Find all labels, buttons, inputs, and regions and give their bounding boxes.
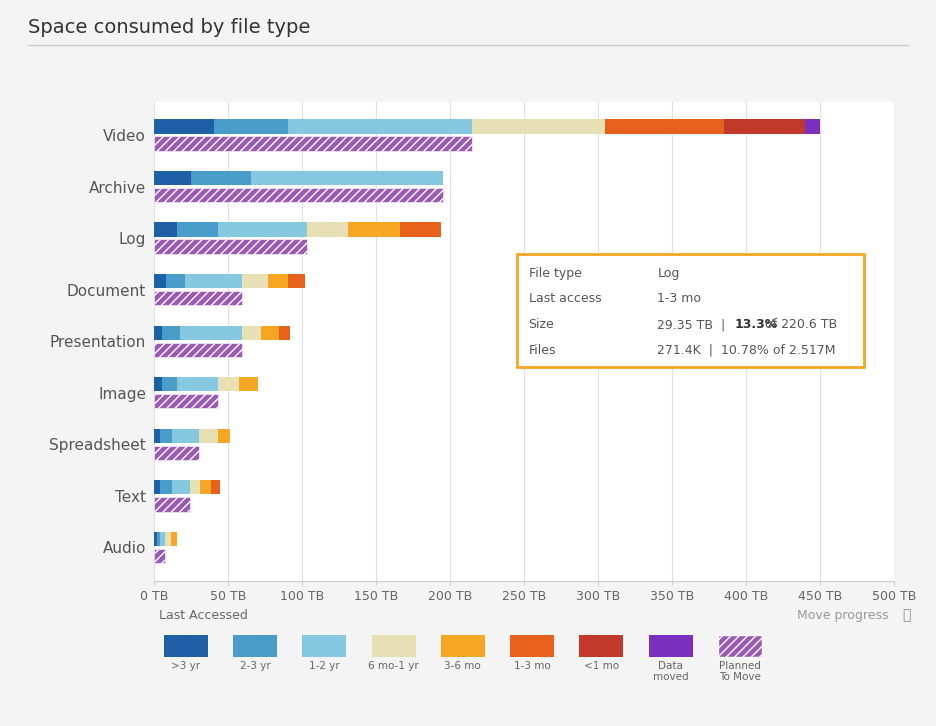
- Bar: [218, 222, 307, 237]
- Bar: [162, 325, 180, 340]
- Bar: [287, 274, 305, 288]
- Bar: [160, 428, 172, 443]
- Bar: [724, 119, 805, 134]
- Bar: [162, 377, 177, 391]
- Text: Data
moved: Data moved: [652, 661, 689, 682]
- Bar: [606, 119, 724, 134]
- Text: 6 mo-1 yr: 6 mo-1 yr: [368, 661, 419, 671]
- Bar: [154, 171, 192, 185]
- Text: <1 mo: <1 mo: [584, 661, 619, 671]
- FancyBboxPatch shape: [517, 253, 864, 367]
- Bar: [154, 549, 165, 563]
- Text: 1-2 yr: 1-2 yr: [309, 661, 340, 671]
- Bar: [154, 240, 307, 254]
- Bar: [200, 480, 211, 494]
- Bar: [160, 480, 172, 494]
- Text: 29.35 TB  |: 29.35 TB |: [657, 318, 734, 331]
- Text: 2-3 yr: 2-3 yr: [240, 661, 271, 671]
- Text: Log: Log: [657, 266, 680, 280]
- Bar: [154, 119, 213, 134]
- Bar: [287, 119, 473, 134]
- Bar: [167, 274, 185, 288]
- Bar: [154, 428, 160, 443]
- Bar: [805, 119, 820, 134]
- Bar: [154, 377, 162, 391]
- Bar: [279, 325, 290, 340]
- Text: Last access: Last access: [529, 293, 601, 306]
- Bar: [218, 428, 230, 443]
- Bar: [154, 531, 157, 546]
- Text: 1-3 mo: 1-3 mo: [514, 661, 550, 671]
- Bar: [177, 222, 218, 237]
- Bar: [241, 325, 261, 340]
- Bar: [185, 274, 241, 288]
- Bar: [154, 325, 162, 340]
- Text: Planned
To Move: Planned To Move: [719, 661, 761, 682]
- Bar: [154, 480, 160, 494]
- Bar: [154, 497, 190, 512]
- Text: File type: File type: [529, 266, 581, 280]
- Bar: [213, 119, 287, 134]
- Bar: [180, 325, 241, 340]
- Bar: [160, 531, 165, 546]
- Bar: [192, 171, 251, 185]
- Text: of 220.6 TB: of 220.6 TB: [761, 318, 837, 331]
- Bar: [154, 291, 241, 306]
- Bar: [261, 325, 279, 340]
- Bar: [400, 222, 442, 237]
- Text: 13.3%: 13.3%: [734, 318, 778, 331]
- Bar: [154, 136, 473, 151]
- Bar: [269, 274, 287, 288]
- Bar: [154, 222, 177, 237]
- Text: >3 yr: >3 yr: [171, 661, 200, 671]
- Bar: [172, 480, 190, 494]
- Text: Space consumed by file type: Space consumed by file type: [28, 18, 311, 37]
- Bar: [154, 274, 167, 288]
- Bar: [473, 119, 606, 134]
- Bar: [154, 446, 198, 460]
- Text: Files: Files: [529, 344, 556, 357]
- Bar: [348, 222, 400, 237]
- Bar: [154, 188, 443, 203]
- Bar: [177, 377, 218, 391]
- Bar: [165, 531, 170, 546]
- Bar: [198, 428, 218, 443]
- Text: Move progress: Move progress: [797, 609, 889, 622]
- Bar: [251, 171, 443, 185]
- Bar: [307, 222, 348, 237]
- Bar: [241, 274, 269, 288]
- Bar: [190, 480, 200, 494]
- Bar: [170, 531, 177, 546]
- Bar: [172, 428, 198, 443]
- Text: ⓘ: ⓘ: [902, 608, 911, 622]
- Text: 271.4K  |  10.78% of 2.517M: 271.4K | 10.78% of 2.517M: [657, 344, 836, 357]
- Text: 1-3 mo: 1-3 mo: [657, 293, 701, 306]
- Text: Last Accessed: Last Accessed: [159, 609, 248, 622]
- Bar: [218, 377, 239, 391]
- Bar: [157, 531, 160, 546]
- Bar: [239, 377, 258, 391]
- Bar: [154, 394, 218, 409]
- Bar: [211, 480, 220, 494]
- Bar: [154, 343, 241, 357]
- Text: 3-6 mo: 3-6 mo: [445, 661, 481, 671]
- Text: Size: Size: [529, 318, 554, 331]
